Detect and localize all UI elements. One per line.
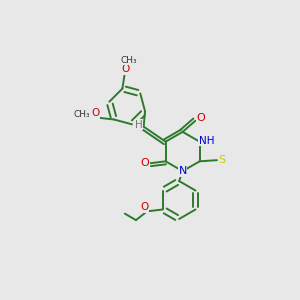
- Text: O: O: [141, 202, 149, 212]
- Text: CH₃: CH₃: [120, 56, 137, 65]
- Text: O: O: [91, 108, 99, 118]
- Text: CH₃: CH₃: [74, 110, 91, 119]
- Text: N: N: [178, 167, 187, 176]
- Text: O: O: [197, 113, 206, 124]
- Text: NH: NH: [199, 136, 214, 146]
- Text: H: H: [135, 120, 142, 130]
- Text: O: O: [121, 64, 129, 74]
- Text: O: O: [140, 158, 149, 168]
- Text: S: S: [218, 155, 226, 165]
